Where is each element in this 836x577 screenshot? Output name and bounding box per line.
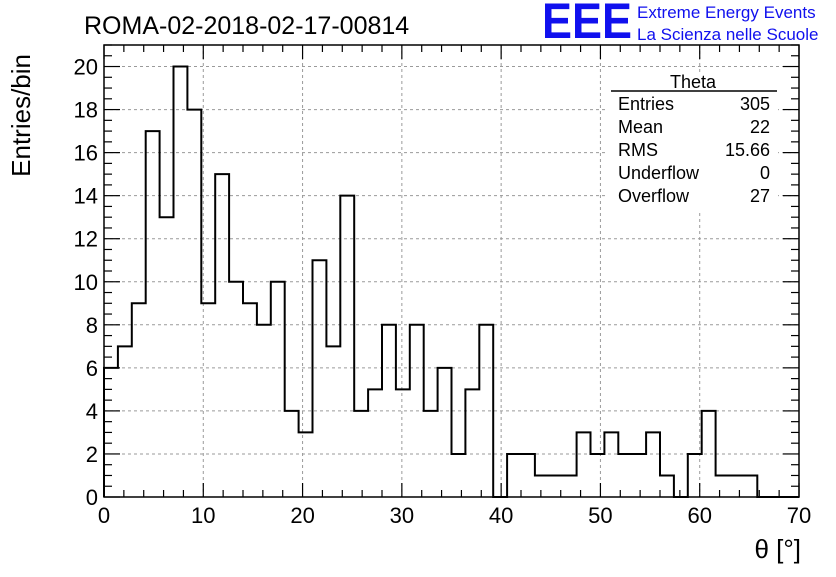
x-tick-label: 50 <box>588 503 612 528</box>
histogram-bin <box>591 454 605 497</box>
histogram-bin <box>229 282 243 497</box>
stats-row-label: RMS <box>618 140 658 160</box>
x-tick-label: 40 <box>489 503 513 528</box>
x-tick-label: 60 <box>687 503 711 528</box>
stats-row-label: Underflow <box>618 163 700 183</box>
x-tick-label: 10 <box>191 503 215 528</box>
histogram-bin <box>257 325 271 497</box>
stats-row-label: Overflow <box>618 186 690 206</box>
histogram-outline <box>103 65 799 498</box>
histogram-bin <box>465 389 479 497</box>
x-tick-label: 0 <box>98 503 110 528</box>
logo-mark: EEE <box>542 0 632 49</box>
histogram-bin <box>174 67 188 497</box>
y-tick-label: 16 <box>74 141 98 166</box>
histogram-bin <box>646 432 660 497</box>
histogram-bin <box>299 432 313 497</box>
histogram-bin <box>271 282 285 497</box>
logo-line-2: La Scienza nelle Scuole <box>637 25 818 44</box>
histogram-bin <box>340 196 354 497</box>
histogram-bin <box>160 217 174 497</box>
chart-title: ROMA-02-2018-02-17-00814 <box>84 12 409 40</box>
y-tick-label: 8 <box>86 313 98 338</box>
histogram-bin <box>438 368 452 497</box>
histogram-bin <box>118 346 132 497</box>
stats-row-label: Entries <box>618 94 674 114</box>
axis-ticks <box>103 44 800 498</box>
histogram-bin <box>479 325 493 497</box>
stats-row-value: 0 <box>760 163 770 183</box>
y-tick-label: 12 <box>74 227 98 252</box>
stats-rows: Entries 305 Mean 22 RMS 15.66 Underflow 0 Overfl… <box>618 94 770 206</box>
eee-logo: EEE Extreme Energy Events La Scienza nel… <box>542 0 818 49</box>
histogram-bin <box>577 432 591 497</box>
histogram-bin <box>285 411 299 497</box>
x-tick-label: 20 <box>290 503 314 528</box>
histogram-bin <box>382 325 396 497</box>
histogram-bin <box>215 174 229 497</box>
stats-box: Theta Entries 305 Mean 22 RMS 15.66 Underflow 0… <box>608 72 778 213</box>
histogram-bin <box>563 475 577 497</box>
x-axis-label: θ [°] <box>754 534 801 564</box>
histogram-bin <box>632 454 646 497</box>
stats-box-background <box>608 73 778 213</box>
histogram-bin <box>743 475 757 497</box>
y-tick-label: 18 <box>74 98 98 123</box>
histogram-bin <box>368 389 382 497</box>
histogram-bin <box>660 475 674 497</box>
logo-line-1: Extreme Energy Events <box>637 3 816 22</box>
histogram-bin <box>132 303 146 497</box>
x-tick-label: 30 <box>390 503 414 528</box>
histogram-bin <box>507 454 521 497</box>
histogram-bin <box>535 475 549 497</box>
histogram-bin <box>326 346 340 497</box>
histogram-bin <box>187 110 201 497</box>
stats-row-value: 27 <box>750 186 770 206</box>
histogram-bin <box>716 475 730 497</box>
stats-row-value: 15.66 <box>725 140 770 160</box>
x-tick-label: 70 <box>787 503 811 528</box>
histogram-bin <box>730 475 744 497</box>
histogram-bin <box>604 432 618 497</box>
histogram-bin <box>201 303 215 497</box>
y-tick-label: 6 <box>86 356 98 381</box>
stats-row-value: 305 <box>740 94 770 114</box>
y-tick-label: 0 <box>86 485 98 510</box>
y-tick-label: 14 <box>74 184 98 209</box>
histogram-bin <box>396 389 410 497</box>
stats-row-value: 22 <box>750 117 770 137</box>
y-tick-label: 10 <box>74 270 98 295</box>
histogram-bin <box>424 411 438 497</box>
histogram-bin <box>243 303 257 497</box>
histogram-bin <box>452 454 466 497</box>
y-tick-label: 4 <box>86 399 98 424</box>
y-tick-label: 20 <box>74 55 98 80</box>
y-axis-label: Entries/bin <box>6 54 36 177</box>
grid-lines <box>104 45 799 497</box>
y-tick-label: 2 <box>86 442 98 467</box>
histogram-bin <box>354 411 368 497</box>
stats-title: Theta <box>670 72 717 92</box>
histogram-bin <box>146 131 160 497</box>
tick-labels: 0 10 20 30 40 50 60 70 0 2 4 6 8 10 12 14 16 18 20 <box>74 55 812 528</box>
histogram-bin <box>313 260 327 497</box>
histogram-bin <box>521 454 535 497</box>
stats-row-label: Mean <box>618 117 663 137</box>
histogram-bin <box>702 411 716 497</box>
histogram-bin <box>410 325 424 497</box>
